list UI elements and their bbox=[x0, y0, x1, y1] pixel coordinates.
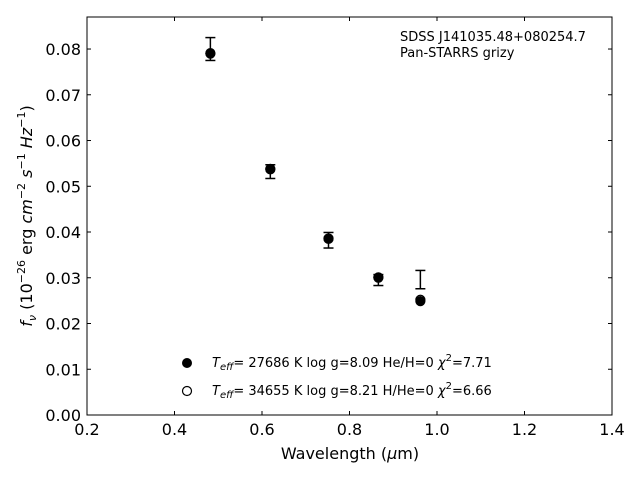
annotation-object-name: SDSS J141035.48+080254.7 bbox=[400, 30, 586, 45]
y-tick-label: 0.05 bbox=[45, 177, 81, 196]
legend-entry-2: Teff= 34655 K log g=8.21 H/He=0 χ2=6.66 bbox=[212, 381, 492, 401]
observed-errorbars bbox=[205, 36, 426, 290]
y-tick-label: 0.03 bbox=[45, 269, 81, 288]
model-point-open bbox=[373, 272, 384, 283]
x-tick-label: 1.4 bbox=[599, 420, 624, 439]
y-tick-label: 0.04 bbox=[45, 223, 81, 242]
y-axis-label: fν (10−26 erg cm−2 s−1 Hz−1) bbox=[15, 105, 39, 326]
y-tick-label: 0.07 bbox=[45, 86, 81, 105]
x-tick-label: 0.2 bbox=[74, 420, 99, 439]
model-markers bbox=[205, 48, 426, 307]
legend-entry-1: Teff= 27686 K log g=8.09 He/H=0 χ2=7.71 bbox=[212, 353, 492, 373]
x-tick-label: 0.8 bbox=[337, 420, 362, 439]
y-tick-label: 0.02 bbox=[45, 315, 81, 334]
model-point-open bbox=[265, 163, 276, 174]
y-tick-label: 0.08 bbox=[45, 40, 81, 59]
y-tick-label: 0.01 bbox=[45, 360, 81, 379]
legend-marker-filled bbox=[182, 358, 192, 368]
legend-marker-open bbox=[181, 385, 193, 397]
x-tick-label: 0.4 bbox=[162, 420, 187, 439]
x-axis-label: Wavelength (μm) bbox=[281, 444, 419, 463]
x-tick-label: 1.0 bbox=[424, 420, 449, 439]
model-point-open bbox=[205, 48, 216, 59]
y-tick-label: 0.00 bbox=[45, 406, 81, 425]
x-tick-label: 0.6 bbox=[249, 420, 274, 439]
errorbar bbox=[415, 269, 426, 290]
model-point-open bbox=[323, 233, 334, 244]
model-point-open bbox=[415, 294, 426, 305]
y-axis: 0.00 0.01 0.02 0.03 0.04 0.05 0.06 0.07 0.08 bbox=[45, 40, 612, 425]
legend: Teff= 27686 K log g=8.09 He/H=0 χ2=7.71 … bbox=[181, 353, 492, 401]
y-tick-label: 0.06 bbox=[45, 132, 81, 151]
x-axis: 0.2 0.4 0.6 0.8 1.0 1.2 1.4 bbox=[74, 17, 625, 439]
annotation-survey: Pan-STARRS grizy bbox=[400, 46, 515, 61]
x-tick-label: 1.2 bbox=[512, 420, 537, 439]
